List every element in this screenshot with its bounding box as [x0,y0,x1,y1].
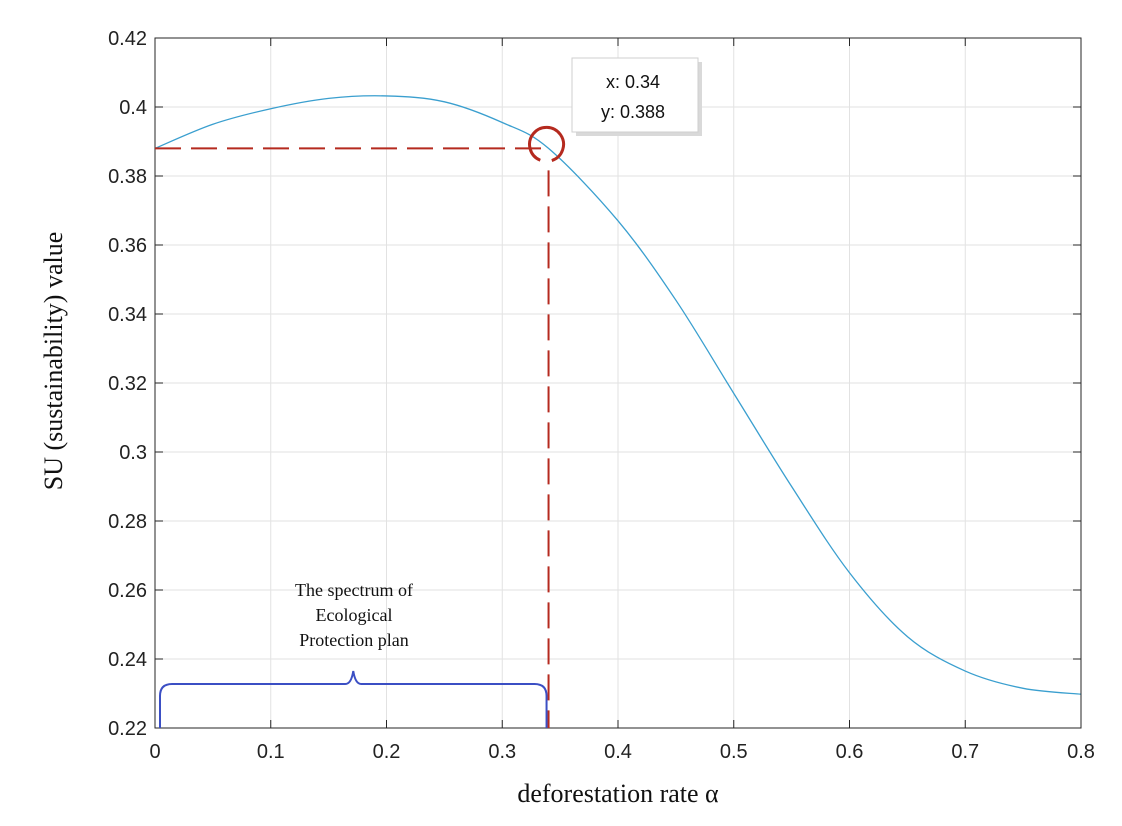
x-tick-label: 0.2 [373,741,401,763]
x-axis-title: deforestation rate α [517,779,719,808]
x-tick-label: 0.6 [836,741,864,763]
datatip-marker[interactable] [528,125,566,162]
x-tick-label: 0.7 [951,741,979,763]
annotation-line-3: Protection plan [299,630,408,650]
y-tick-label: 0.34 [108,304,147,326]
datatip-background [571,57,699,133]
y-tick-labels: 0.22 0.24 0.26 0.28 0.3 0.32 0.34 0.36 0.38 0.4 0.… [108,28,147,740]
x-tick-label: 0.4 [604,741,632,763]
annotation-line-2: Ecological [316,605,393,625]
datatip-y-value: y: 0.388 [601,102,665,122]
y-tick-label: 0.32 [108,373,147,395]
y-tick-label: 0.24 [108,649,147,671]
x-tick-labels: 0 0.1 0.2 0.3 0.4 0.5 0.6 0.7 0.8 [149,741,1094,763]
datatip-box[interactable]: x: 0.34 y: 0.388 [571,57,702,136]
y-tick-label: 0.4 [119,97,147,119]
y-tick-label: 0.28 [108,511,147,533]
x-tick-label: 0.5 [720,741,748,763]
axis-ticks [154,37,1082,729]
x-tick-label: 0.3 [488,741,516,763]
y-tick-label: 0.42 [108,28,147,50]
datatip-x-value: x: 0.34 [606,72,660,92]
y-tick-label: 0.26 [108,580,147,602]
y-axis-title: SU (sustainability) value [39,232,68,491]
y-tick-label: 0.36 [108,235,147,257]
su-curve-line [154,95,1082,695]
annotation-line-1: The spectrum of [295,580,413,600]
y-tick-label: 0.38 [108,166,147,188]
x-tick-label: 0 [149,741,160,763]
x-tick-label: 0.1 [257,741,285,763]
y-tick-label: 0.3 [119,442,147,464]
protection-range-brace [159,670,548,728]
x-tick-label: 0.8 [1067,741,1095,763]
y-tick-label: 0.22 [108,718,147,740]
